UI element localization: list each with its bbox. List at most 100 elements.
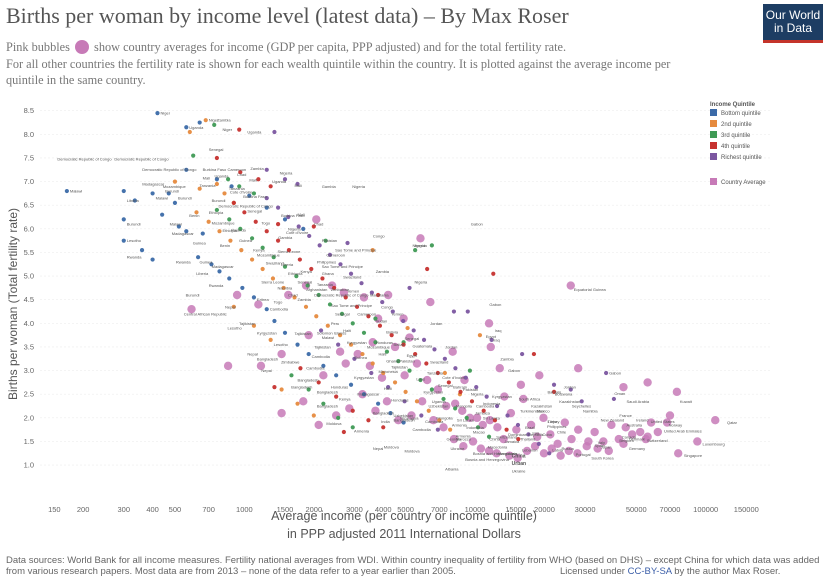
point-label: Chad (314, 222, 324, 227)
country-average-bubble (590, 427, 599, 437)
point-label: Nigeria (288, 226, 301, 231)
quintile-point-bottom (217, 269, 222, 274)
y-tick-label: 6.5 (24, 201, 34, 210)
point-label: Libya (547, 419, 557, 424)
subtitle-line-1-rest: show country averages for income (GDP pe… (94, 40, 567, 54)
point-label: Italy (598, 440, 605, 445)
point-label: Botswana (555, 392, 573, 397)
point-label: Bangladesh (317, 404, 338, 409)
country-average-bubble (519, 394, 528, 404)
owid-logo[interactable]: Our World in Data (763, 4, 823, 43)
quintile-point-richest (463, 375, 468, 380)
quintile-point-richest (407, 285, 412, 291)
country-average-bubble (468, 437, 478, 446)
quintile-point-q3 (441, 396, 446, 402)
quintile-point-bottom (184, 125, 189, 130)
point-label: Tanzania (199, 183, 216, 188)
point-label: Democratic Republic of Congo (57, 156, 112, 161)
x-tick-label: 150000 (734, 505, 759, 514)
country-average-bubble (405, 333, 414, 342)
point-label: Bosnia and Herzegovina (465, 457, 509, 462)
country-average-bubble (533, 432, 542, 441)
point-label: Honduras (331, 385, 348, 390)
point-label: Pakistan (322, 238, 337, 243)
point-label: Lesotho (227, 326, 242, 331)
country-average-bubble (304, 330, 313, 340)
quintile-point-q3 (453, 406, 458, 411)
y-tick-label: 3.5 (24, 342, 34, 351)
point-label: Madagascar (142, 181, 165, 186)
quintile-point-q4 (298, 366, 303, 371)
quintile-point-q3 (306, 387, 311, 392)
quintile-point-bottom (376, 401, 381, 406)
point-label: Indonesia (483, 401, 501, 406)
x-tick-label: 5000 (397, 505, 414, 514)
country-average-bubble (513, 453, 522, 463)
quintile-point-q2 (414, 399, 420, 404)
point-label: Macao (473, 430, 486, 435)
country-average-bubble (621, 423, 630, 432)
quintile-point-q4 (491, 271, 496, 276)
quintile-point-q3 (321, 401, 326, 406)
point-label: Ethiopia (288, 271, 303, 276)
point-label: Mali (249, 178, 256, 183)
point-label: Chad (237, 172, 247, 177)
point-label: Namibia (277, 285, 292, 290)
quintile-point-q3 (373, 340, 378, 345)
point-label: Uganda (189, 125, 204, 130)
quintile-point-bottom (264, 205, 269, 210)
y-tick-label: 2.5 (24, 390, 34, 399)
quintile-point-q2 (370, 248, 375, 253)
point-label: Tanzania (317, 282, 334, 287)
country-average-bubble (573, 364, 583, 373)
point-label: Armenia (354, 429, 370, 434)
quintile-point-q3 (336, 415, 341, 420)
quintile-point-q2 (222, 191, 227, 196)
x-tick-label: 10000 (465, 505, 486, 514)
point-label: Bangladesh (393, 418, 414, 423)
country-average-bubble (573, 425, 583, 434)
point-label: Canada (622, 434, 637, 439)
quintile-point-richest (551, 382, 557, 387)
legend-label-country: Country Average (721, 180, 766, 186)
point-label: Norway (669, 422, 683, 427)
country-average-bubble (450, 399, 460, 408)
point-label: Burundi (178, 196, 192, 201)
quintile-point-q4 (377, 323, 383, 328)
license-link[interactable]: CC-BY-SA (627, 566, 672, 577)
point-label: Kazakhstan (559, 399, 580, 404)
point-label: New Zealand (601, 418, 625, 423)
quintile-point-q2 (197, 186, 202, 191)
quintile-point-bottom (121, 217, 126, 222)
country-average-bubble (377, 373, 387, 382)
quintile-point-q2 (381, 370, 386, 376)
quintile-point-q3 (429, 243, 434, 248)
point-label: Cote d'Ivoire (230, 189, 253, 194)
point-label: Iran (532, 430, 539, 435)
point-label: Liberia (196, 271, 209, 276)
quintile-point-q4 (481, 408, 486, 413)
country-average-bubble (499, 434, 508, 444)
country-average-bubble (646, 418, 656, 427)
quintile-point-q3 (225, 177, 231, 182)
y-tick-label: 7.5 (24, 153, 34, 162)
country-average-bubble (442, 401, 451, 411)
point-label: Liberia (127, 198, 140, 203)
point-label: Sudan (376, 318, 388, 323)
point-label: Senegal (247, 208, 262, 213)
point-label: Switzerland (647, 438, 668, 443)
point-label: Rwanda (176, 259, 191, 264)
point-label: Kyrgyzstan (423, 389, 443, 394)
point-label: Mozambique (212, 221, 236, 226)
country-average-bubble (416, 234, 425, 243)
point-label: France (619, 413, 632, 418)
point-label: Madagascar (357, 392, 380, 397)
point-label: Ukraine (451, 446, 466, 451)
point-label: Lesotho (274, 342, 289, 347)
point-label: Uzbekistan (429, 404, 449, 409)
quintile-point-q3 (339, 311, 345, 316)
quintile-point-q2 (249, 257, 255, 262)
subtitle-line-1: Pink bubbles show country averages for i… (6, 40, 566, 55)
y-tick-label: 5.5 (24, 248, 34, 257)
point-label: Zambia (217, 118, 231, 123)
